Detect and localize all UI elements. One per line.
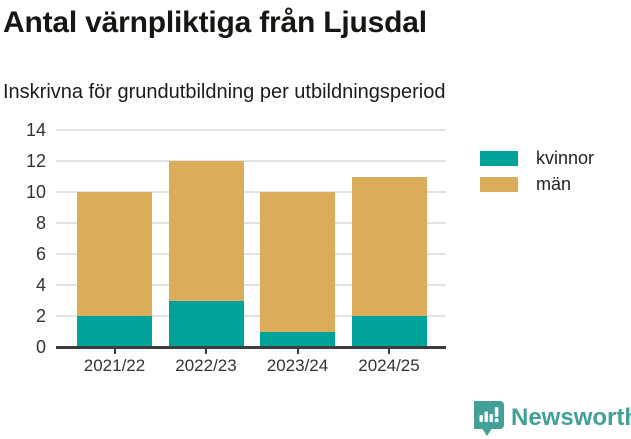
bar-segment-kvinnor-2024/25 [351, 316, 427, 347]
gridline-y-8 [56, 222, 446, 224]
x-axis-tick-label: 2024/25 [358, 356, 420, 375]
gridline-y-2 [56, 315, 446, 317]
x-axis-line [56, 346, 446, 349]
legend-swatch-kvinnor [480, 151, 518, 166]
gridline-y-4 [56, 284, 446, 286]
y-axis-tick-label: 10 [25, 182, 46, 202]
y-axis-tick-label: 6 [35, 244, 46, 264]
x-axis-tick [113, 349, 116, 354]
legend-item-kvinnor: kvinnor [480, 148, 595, 168]
bar-segment-män-2022/23 [168, 161, 244, 301]
brand-name: Newsworthy [511, 404, 631, 431]
legend-label: män [536, 174, 572, 194]
legend-swatch-män [480, 177, 518, 192]
gridline-y-12 [56, 160, 446, 162]
bar-segment-män-2024/25 [351, 176, 427, 316]
bar-segment-män-2023/24 [260, 192, 335, 332]
bar-segment-kvinnor-2023/24 [260, 331, 335, 347]
x-axis-tick [388, 349, 390, 354]
page-subtitle: Inskrivna för grundutbildning per utbild… [3, 81, 446, 103]
legend-label: kvinnor [536, 148, 595, 168]
newsworthy-logo-icon [470, 401, 504, 437]
x-axis-tick [296, 349, 299, 354]
y-axis-tick-label: 8 [35, 213, 46, 233]
legend-item-män: män [480, 174, 594, 194]
x-axis-tick-label: 2021/22 [83, 356, 146, 375]
x-axis-tick-label: 2022/23 [175, 356, 237, 375]
x-axis-tick [205, 349, 207, 354]
brand-footer: Newsworthy [470, 401, 631, 437]
gridline-y-6 [56, 253, 446, 255]
y-axis-tick-label: 0 [35, 337, 46, 357]
y-axis-tick-label: 4 [35, 275, 46, 295]
chart-legend: kvinnor män [480, 148, 595, 203]
gridline-y-14 [56, 129, 446, 131]
gridline-y-10 [56, 191, 446, 193]
y-axis-tick-label: 12 [25, 151, 46, 171]
y-axis-tick-label: 2 [35, 306, 46, 326]
bar-segment-kvinnor-2022/23 [168, 300, 244, 347]
x-axis-tick-label: 2023/24 [266, 356, 329, 375]
page-title: Antal värnpliktiga från Ljusdal [3, 6, 427, 39]
y-axis-tick-label: 14 [25, 120, 46, 140]
bar-segment-kvinnor-2021/22 [77, 316, 152, 347]
bar-segment-män-2021/22 [77, 192, 152, 316]
